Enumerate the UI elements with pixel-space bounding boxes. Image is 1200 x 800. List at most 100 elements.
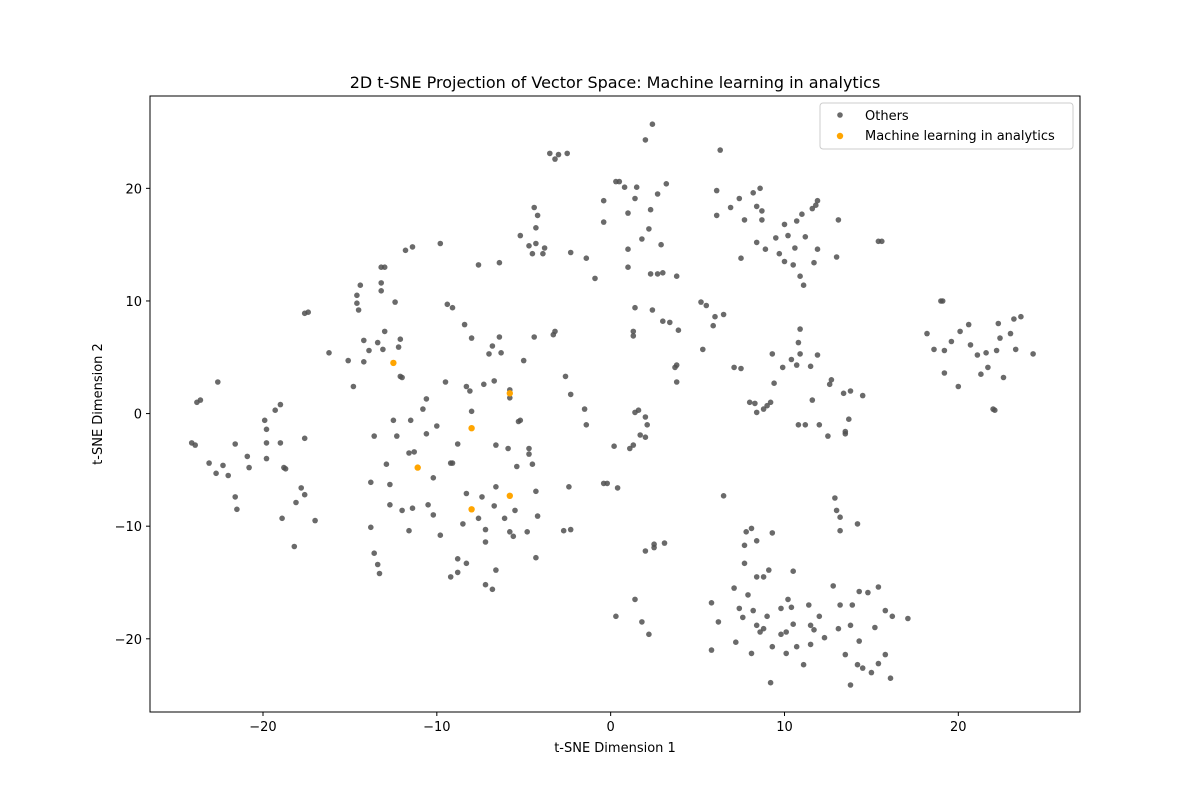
others-point bbox=[710, 322, 716, 329]
others-point bbox=[790, 262, 796, 268]
others-point bbox=[552, 156, 558, 162]
others-point bbox=[809, 397, 816, 403]
others-point bbox=[738, 255, 744, 261]
others-point bbox=[840, 390, 847, 397]
others-point bbox=[879, 238, 885, 245]
y-tick-label: 20 bbox=[125, 182, 142, 197]
others-point bbox=[736, 195, 743, 202]
others-point bbox=[731, 585, 737, 591]
others-point bbox=[745, 592, 751, 598]
others-point bbox=[505, 445, 511, 452]
others-point bbox=[654, 271, 661, 277]
others-point bbox=[305, 309, 312, 316]
others-point bbox=[467, 388, 473, 394]
others-point bbox=[493, 484, 499, 490]
others-point bbox=[498, 350, 504, 356]
others-point bbox=[529, 461, 536, 468]
others-point bbox=[541, 245, 548, 251]
x-tick-label: 20 bbox=[950, 720, 967, 735]
others-point bbox=[800, 282, 807, 289]
others-point bbox=[783, 629, 789, 635]
others-point bbox=[733, 639, 739, 645]
others-point bbox=[792, 245, 798, 251]
others-point bbox=[974, 352, 981, 358]
others-point bbox=[717, 147, 723, 153]
others-point bbox=[1000, 374, 1007, 381]
highlight-point bbox=[414, 464, 421, 471]
others-point bbox=[425, 502, 431, 508]
others-point bbox=[957, 328, 963, 335]
others-point bbox=[423, 396, 430, 402]
points-layer bbox=[188, 121, 1036, 688]
others-point bbox=[407, 417, 414, 424]
y-tick-label: −10 bbox=[115, 520, 142, 535]
others-point bbox=[261, 417, 268, 424]
others-point bbox=[748, 650, 755, 657]
others-point bbox=[781, 221, 788, 228]
others-point bbox=[481, 381, 487, 388]
others-point bbox=[813, 202, 819, 208]
others-point bbox=[225, 472, 231, 479]
others-point bbox=[875, 660, 882, 667]
others-point bbox=[463, 383, 470, 390]
others-point bbox=[468, 408, 475, 415]
x-tick-label: 10 bbox=[776, 720, 793, 735]
others-point bbox=[613, 613, 619, 620]
others-point bbox=[529, 250, 536, 257]
others-point bbox=[675, 327, 682, 334]
others-point bbox=[795, 339, 802, 346]
others-point bbox=[882, 651, 889, 658]
others-point bbox=[625, 264, 631, 271]
others-point bbox=[769, 530, 776, 536]
others-point bbox=[644, 422, 650, 428]
others-point bbox=[263, 440, 270, 446]
others-point bbox=[842, 651, 849, 658]
others-point bbox=[402, 247, 409, 254]
others-point bbox=[263, 455, 270, 462]
others-point bbox=[647, 206, 654, 213]
others-point bbox=[567, 391, 574, 398]
others-point bbox=[757, 629, 763, 635]
others-point bbox=[642, 414, 649, 420]
others-point bbox=[757, 185, 763, 192]
others-point bbox=[355, 307, 362, 313]
others-point bbox=[924, 330, 930, 337]
others-point bbox=[357, 282, 364, 289]
others-point bbox=[611, 443, 617, 450]
others-point bbox=[741, 217, 748, 223]
others-point bbox=[486, 351, 492, 357]
others-point bbox=[371, 433, 378, 439]
others-point bbox=[512, 507, 518, 514]
others-point bbox=[409, 505, 416, 512]
others-point bbox=[931, 346, 937, 353]
others-point bbox=[793, 643, 800, 650]
others-point bbox=[847, 388, 854, 394]
others-point bbox=[390, 417, 397, 424]
others-point bbox=[463, 490, 470, 497]
others-point bbox=[526, 243, 532, 249]
others-point bbox=[625, 246, 631, 252]
others-point bbox=[807, 363, 814, 370]
others-point bbox=[660, 270, 666, 276]
others-point bbox=[992, 407, 998, 414]
others-point bbox=[614, 485, 621, 491]
others-point bbox=[781, 258, 788, 265]
others-point bbox=[753, 239, 760, 246]
others-point bbox=[420, 406, 426, 412]
others-point bbox=[767, 399, 774, 406]
others-point bbox=[639, 236, 645, 242]
others-point bbox=[496, 334, 503, 340]
others-point bbox=[632, 195, 638, 202]
others-point bbox=[753, 574, 760, 580]
others-point bbox=[301, 491, 308, 498]
others-point bbox=[399, 507, 405, 514]
others-point bbox=[948, 338, 955, 345]
others-point bbox=[592, 275, 598, 282]
others-point bbox=[298, 485, 305, 491]
others-point bbox=[366, 347, 372, 354]
others-point bbox=[361, 337, 367, 344]
others-point bbox=[741, 560, 748, 567]
others-point bbox=[621, 184, 628, 190]
others-point bbox=[802, 422, 809, 428]
others-point bbox=[206, 460, 212, 466]
